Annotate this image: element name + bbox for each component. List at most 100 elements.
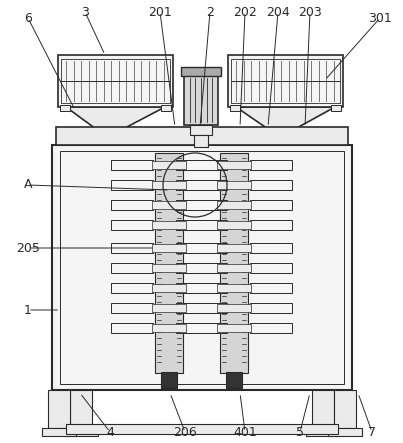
Bar xyxy=(60,151,344,384)
Polygon shape xyxy=(236,107,335,129)
Bar xyxy=(181,67,221,76)
Text: A: A xyxy=(24,179,32,191)
Bar xyxy=(61,59,170,103)
Bar xyxy=(250,200,292,210)
Bar xyxy=(334,390,356,428)
Bar xyxy=(217,284,251,292)
Bar xyxy=(250,180,292,190)
Bar xyxy=(185,303,227,313)
Text: 6: 6 xyxy=(24,12,32,24)
Bar xyxy=(312,390,334,428)
Bar xyxy=(152,161,186,169)
Bar xyxy=(152,304,186,312)
Text: 203: 203 xyxy=(298,5,322,19)
Bar xyxy=(111,160,153,170)
Bar xyxy=(111,180,153,190)
Bar xyxy=(217,304,251,312)
Bar xyxy=(152,181,186,189)
Bar xyxy=(217,181,251,189)
Bar xyxy=(250,220,292,230)
Text: 7: 7 xyxy=(368,425,376,439)
Text: 206: 206 xyxy=(173,425,197,439)
Bar xyxy=(176,200,218,210)
Bar xyxy=(226,372,242,388)
Bar xyxy=(111,303,153,313)
Text: 204: 204 xyxy=(266,5,290,19)
Bar xyxy=(185,200,227,210)
Bar xyxy=(230,105,240,111)
Bar xyxy=(217,264,251,272)
Bar xyxy=(250,323,292,333)
Bar xyxy=(176,263,218,273)
Text: 202: 202 xyxy=(233,5,257,19)
Bar xyxy=(152,221,186,229)
Bar xyxy=(152,324,186,332)
Bar xyxy=(331,105,341,111)
Bar xyxy=(70,390,92,428)
Bar xyxy=(60,105,70,111)
Bar xyxy=(306,428,340,436)
Bar xyxy=(58,55,173,107)
Bar xyxy=(111,200,153,210)
Bar xyxy=(250,283,292,293)
Text: 5: 5 xyxy=(296,425,304,439)
Bar xyxy=(217,244,251,252)
Bar xyxy=(152,201,186,209)
Bar xyxy=(185,323,227,333)
Bar xyxy=(42,428,76,436)
Polygon shape xyxy=(66,107,165,129)
Bar xyxy=(194,135,208,147)
Bar xyxy=(176,220,218,230)
Bar xyxy=(66,424,338,434)
Bar xyxy=(52,145,352,390)
Bar xyxy=(185,180,227,190)
Bar xyxy=(328,428,362,436)
Bar xyxy=(250,263,292,273)
Bar xyxy=(217,324,251,332)
Bar xyxy=(185,220,227,230)
Bar xyxy=(152,244,186,252)
Bar xyxy=(185,283,227,293)
Bar xyxy=(185,263,227,273)
Bar xyxy=(176,303,218,313)
Bar xyxy=(184,75,218,125)
Bar xyxy=(231,59,340,103)
Text: 401: 401 xyxy=(233,425,257,439)
Bar xyxy=(176,243,218,253)
Bar xyxy=(176,160,218,170)
Bar xyxy=(152,284,186,292)
Bar xyxy=(250,243,292,253)
Bar xyxy=(217,221,251,229)
Text: 2: 2 xyxy=(206,5,214,19)
Text: 201: 201 xyxy=(148,5,172,19)
Bar xyxy=(64,428,98,436)
Bar xyxy=(176,180,218,190)
Text: 4: 4 xyxy=(106,425,114,439)
Bar xyxy=(152,264,186,272)
Bar xyxy=(176,323,218,333)
Bar xyxy=(111,220,153,230)
Bar xyxy=(161,372,177,388)
Bar xyxy=(217,161,251,169)
Bar xyxy=(161,105,171,111)
Bar xyxy=(190,125,212,135)
Bar xyxy=(56,127,348,145)
Bar xyxy=(111,323,153,333)
Text: 301: 301 xyxy=(368,12,392,24)
Text: 3: 3 xyxy=(81,5,89,19)
Bar xyxy=(250,160,292,170)
Bar xyxy=(185,243,227,253)
Bar xyxy=(111,283,153,293)
Bar xyxy=(217,201,251,209)
Bar xyxy=(111,243,153,253)
Bar xyxy=(185,160,227,170)
Text: 1: 1 xyxy=(24,303,32,316)
Bar xyxy=(228,55,343,107)
Bar xyxy=(220,153,248,373)
Bar xyxy=(250,303,292,313)
Bar xyxy=(111,263,153,273)
Bar xyxy=(155,153,183,373)
Text: 205: 205 xyxy=(16,241,40,254)
Bar xyxy=(176,283,218,293)
Bar xyxy=(48,390,70,428)
